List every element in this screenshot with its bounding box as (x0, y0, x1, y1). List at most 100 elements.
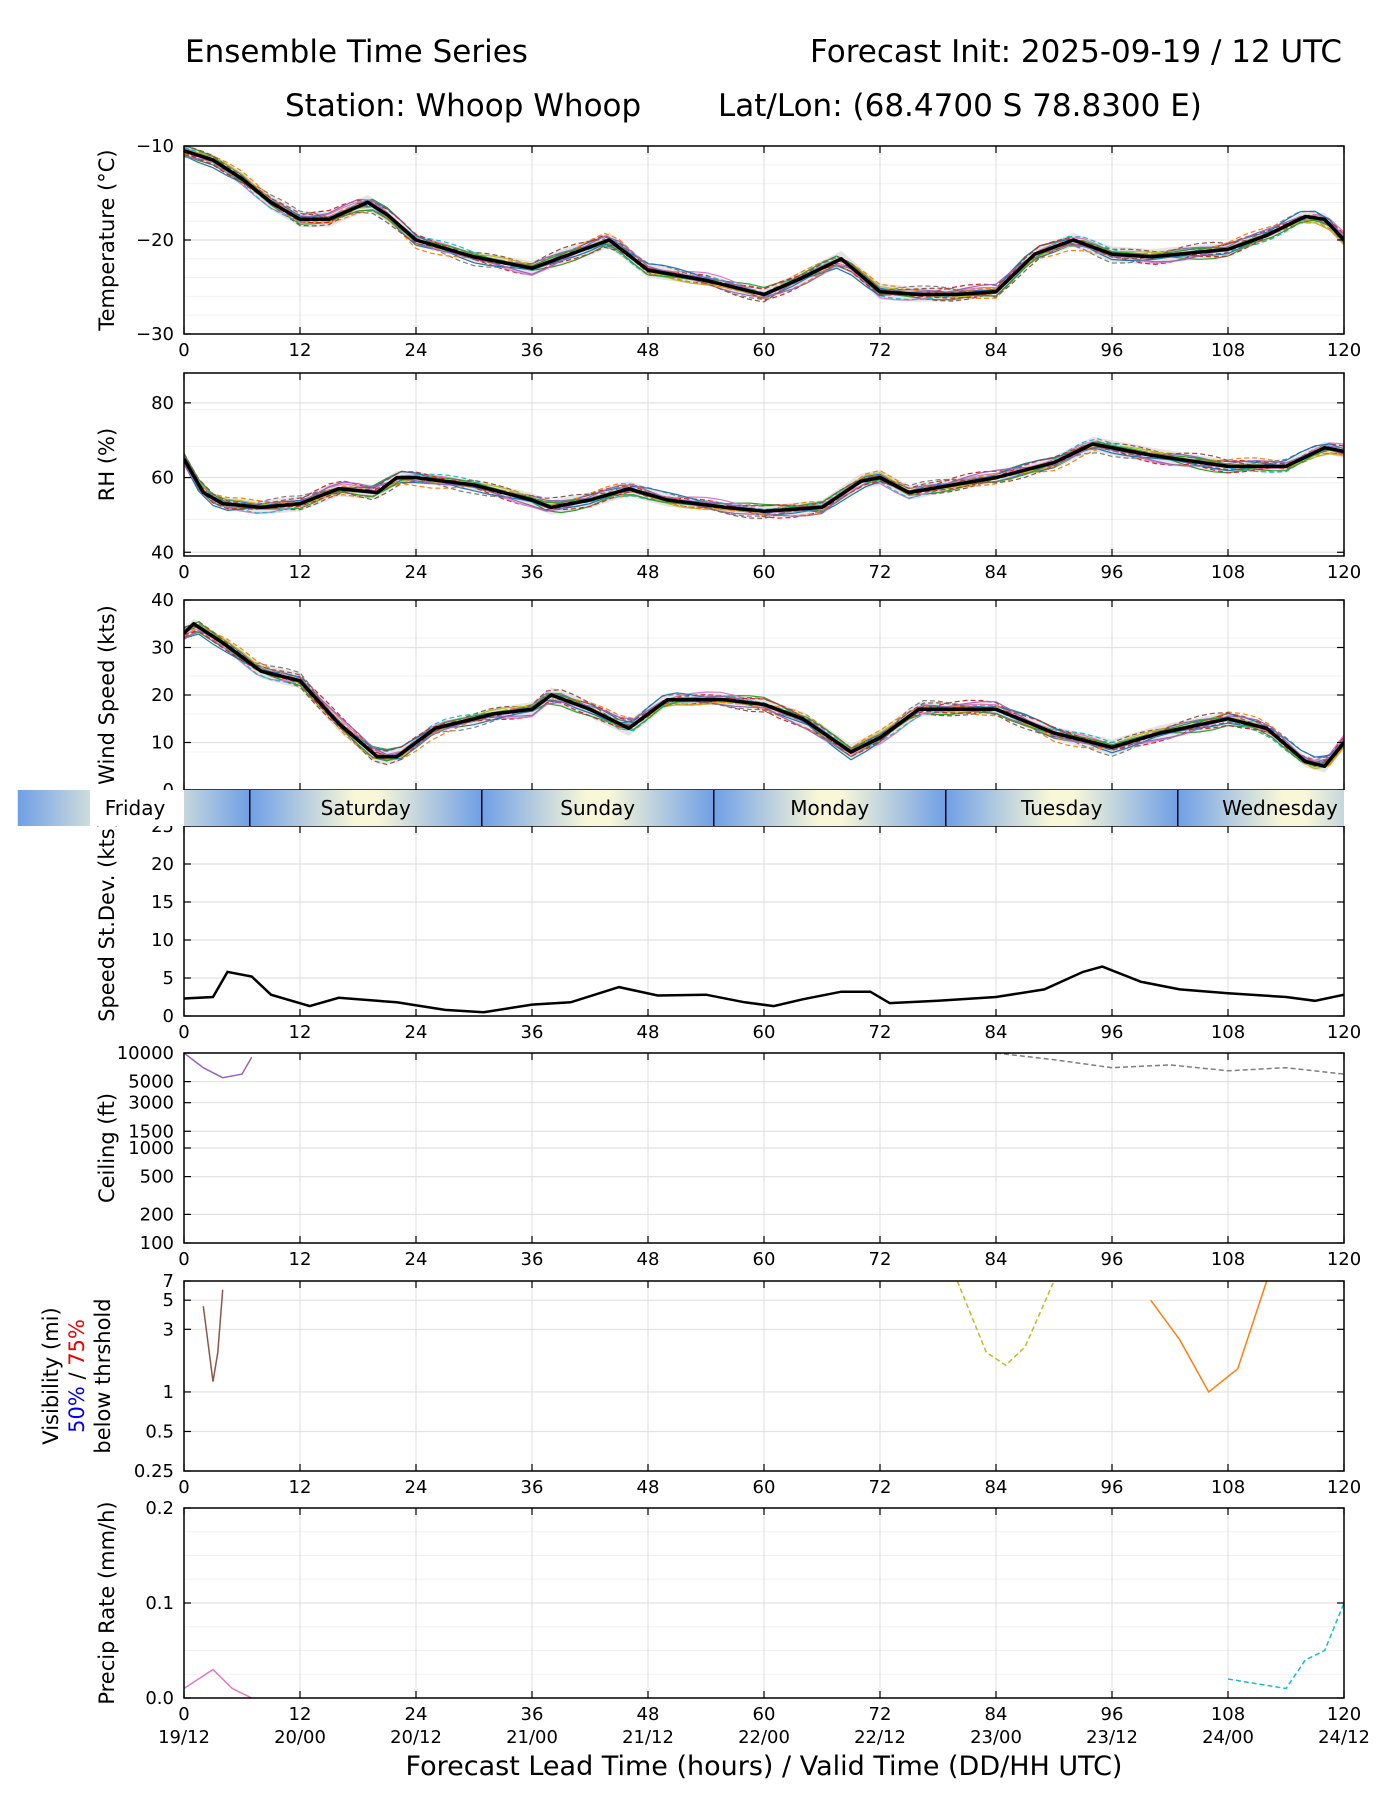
y-tick-label: 100 (140, 1233, 174, 1254)
x-tick-label: 12 (289, 1477, 312, 1498)
y-axis-subtitle: below thrshold (91, 1298, 115, 1453)
x-time-label: 24/00 (1202, 1727, 1254, 1748)
x-tick-label: 48 (637, 340, 660, 361)
x-tick-label: 24 (405, 1704, 428, 1725)
ensemble-mean-line (184, 442, 1344, 513)
y-tick-label: 3000 (128, 1093, 174, 1114)
x-tick-label: 48 (637, 562, 660, 583)
x-tick-label: 96 (1101, 1704, 1124, 1725)
x-tick-label: 96 (1101, 1477, 1124, 1498)
y-tick-label: 0.2 (145, 1498, 174, 1519)
x-tick-label: 72 (869, 340, 892, 361)
member-line (1150, 1281, 1268, 1394)
x-time-label: 22/00 (738, 1727, 790, 1748)
day-band-mask (1344, 790, 1400, 826)
ensemble-member-line (184, 629, 1344, 763)
y-axis-title: Wind Speed (kts) (95, 605, 119, 785)
y-tick-label: −10 (136, 136, 174, 157)
y-tick-label: 1500 (128, 1121, 174, 1142)
x-tick-label: 36 (521, 1477, 544, 1498)
y-tick-label: 7 (163, 1271, 174, 1292)
x-tick-label: 120 (1327, 340, 1361, 361)
x-time-label: 20/00 (274, 1727, 326, 1748)
y-tick-label: 80 (151, 393, 174, 414)
y-axis-title: RH (%) (95, 428, 119, 501)
x-axis-title: Forecast Lead Time (hours) / Valid Time … (406, 1751, 1123, 1782)
y-tick-label: 0.0 (145, 1688, 174, 1709)
x-tick-label: 12 (289, 1704, 312, 1725)
x-tick-label: 120 (1327, 562, 1361, 583)
ensemble-member-line (184, 156, 1344, 298)
ensemble-member-line (184, 625, 1344, 770)
x-tick-label: 108 (1211, 1022, 1245, 1043)
x-time-label: 24/12 (1318, 1727, 1370, 1748)
x-tick-label: 60 (753, 1477, 776, 1498)
panel-temperature (184, 146, 1344, 303)
member-line (995, 1053, 1344, 1075)
day-label-wednesday: Wednesday (1222, 796, 1338, 820)
y-axis-title: Ceiling (ft) (95, 1093, 119, 1203)
ensemble-member-line (184, 441, 1344, 511)
x-tick-label: 24 (405, 1477, 428, 1498)
x-tick-label: 36 (521, 1249, 544, 1270)
ensemble-mean-line (184, 149, 1344, 297)
day-band (945, 790, 1178, 826)
x-tick-label: 24 (405, 562, 428, 583)
x-tick-label: 60 (753, 1704, 776, 1725)
x-tick-label: 108 (1211, 1704, 1245, 1725)
x-tick-label: 48 (637, 1022, 660, 1043)
member-line (184, 1053, 253, 1079)
y-tick-label: 20 (151, 685, 174, 706)
x-time-label: 21/12 (622, 1727, 674, 1748)
x-tick-label: 24 (405, 1022, 428, 1043)
day-band-mask (90, 790, 184, 826)
y-tick-label: −30 (136, 324, 174, 345)
x-time-label: 21/00 (506, 1727, 558, 1748)
y-tick-label: 500 (140, 1167, 174, 1188)
y-tick-label: 0 (163, 1006, 174, 1027)
y-tick-label: 20 (151, 854, 174, 875)
x-tick-label: 12 (289, 1022, 312, 1043)
panel-precip_rate (184, 1602, 1344, 1698)
x-tick-label: 96 (1101, 340, 1124, 361)
x-tick-label: 0 (178, 1477, 189, 1498)
x-tick-label: 12 (289, 340, 312, 361)
x-tick-label: 60 (753, 340, 776, 361)
x-tick-label: 24 (405, 340, 428, 361)
ensemble-member-line (184, 445, 1344, 517)
x-tick-label: 24 (405, 1249, 428, 1270)
threshold-part: / (65, 1366, 89, 1386)
x-tick-label: 48 (637, 1477, 660, 1498)
y-tick-label: 10000 (117, 1043, 174, 1064)
x-tick-label: 0 (178, 1249, 189, 1270)
x-tick-label: 60 (753, 1249, 776, 1270)
x-tick-label: 120 (1327, 1477, 1361, 1498)
y-tick-label: 1 (163, 1382, 174, 1403)
day-band (249, 790, 482, 826)
y-tick-label: 15 (151, 892, 174, 913)
y-tick-label: 0.25 (134, 1461, 174, 1482)
y-axis-threshold-legend: 50% / 75% (65, 1319, 89, 1433)
x-tick-label: 108 (1211, 340, 1245, 361)
y-tick-label: 40 (151, 590, 174, 611)
x-tick-label: 0 (178, 562, 189, 583)
y-tick-label: 5000 (128, 1072, 174, 1093)
panel-ceiling (184, 1053, 1344, 1079)
station-latlon: Lat/Lon: (68.4700 S 78.8300 E) (718, 88, 1202, 124)
ensemble-mean-line (184, 622, 1344, 769)
y-tick-label: 0.1 (145, 1593, 174, 1614)
x-tick-label: 0 (178, 340, 189, 361)
x-tick-label: 120 (1327, 1022, 1361, 1043)
panel-relative_humidity (184, 436, 1344, 520)
panel-visibility (202, 1281, 1268, 1394)
y-tick-label: 40 (151, 542, 174, 563)
day-label-monday: Monday (790, 796, 869, 820)
x-tick-label: 0 (178, 1704, 189, 1725)
day-label-sunday: Sunday (560, 796, 635, 820)
x-tick-label: 36 (521, 340, 544, 361)
y-tick-label: 30 (151, 638, 174, 659)
day-band (713, 790, 946, 826)
y-tick-label: 1000 (128, 1138, 174, 1159)
x-time-label: 20/12 (390, 1727, 442, 1748)
panel-speed_stdev (184, 965, 1344, 1014)
